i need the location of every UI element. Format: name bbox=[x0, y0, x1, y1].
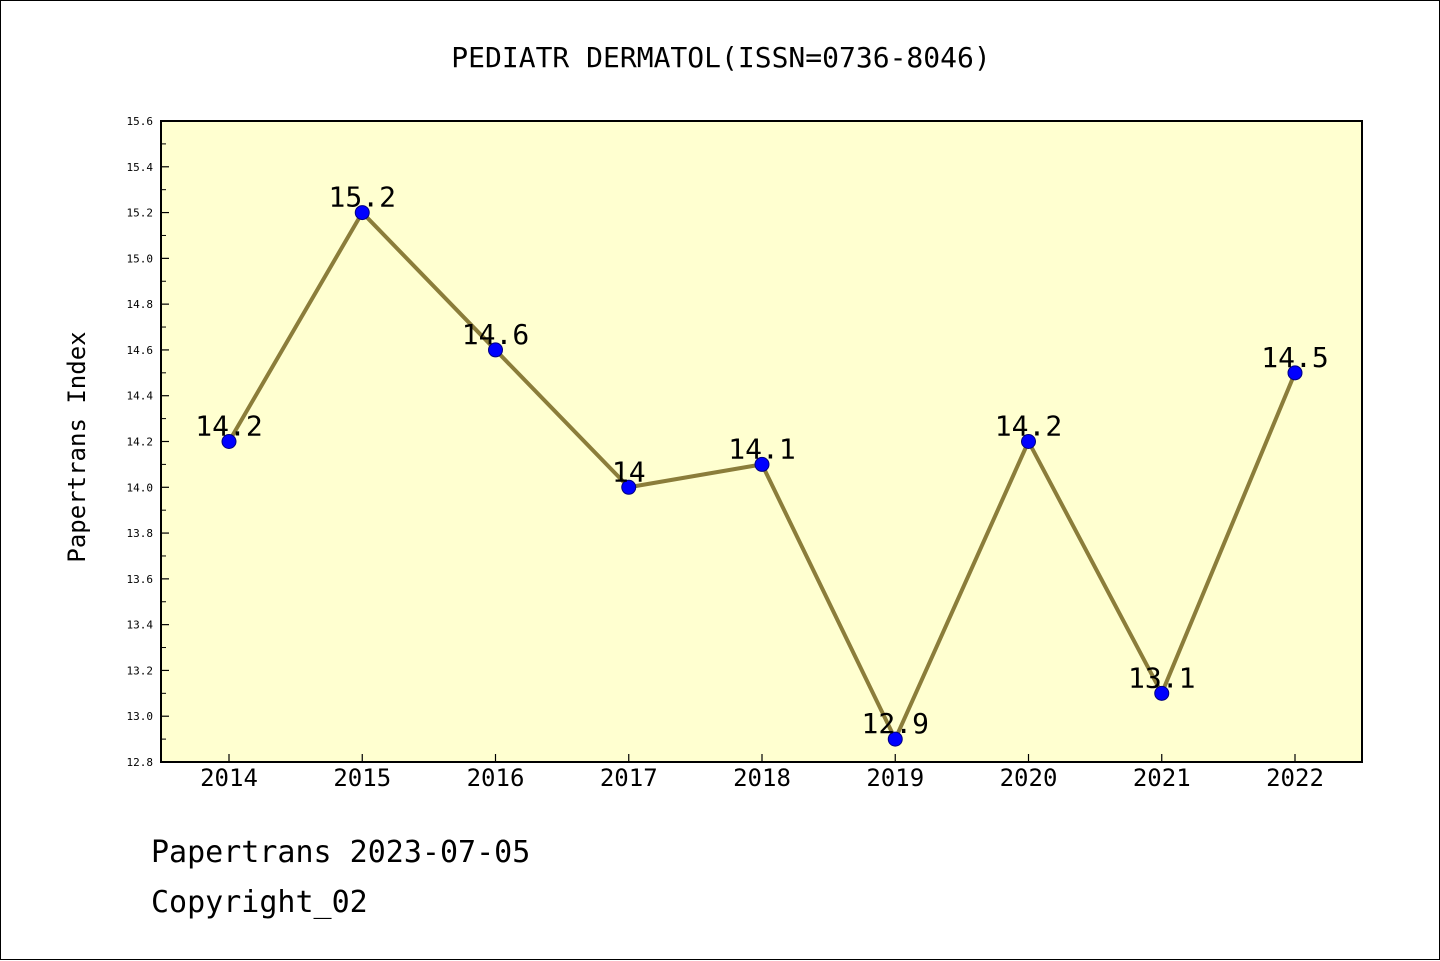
data-label: 14.2 bbox=[195, 410, 262, 443]
data-point bbox=[221, 434, 237, 449]
y-tick-label: 14.8 bbox=[127, 298, 154, 311]
data-label-group: 14.2 15.2 14.6 14 14.1 12.9 14.2 13.1 14.5 bbox=[195, 181, 1328, 741]
data-label: 14.1 bbox=[728, 432, 795, 465]
data-point bbox=[1154, 685, 1170, 701]
y-tick-label: 15.2 bbox=[127, 207, 154, 220]
x-tick-label: 2016 bbox=[467, 764, 525, 792]
footer-date: Papertrans 2023-07-05 bbox=[151, 835, 531, 870]
y-tick-label: 13.2 bbox=[127, 664, 154, 677]
y-tick-label: 13.6 bbox=[127, 573, 154, 586]
x-tick-label: 2020 bbox=[1000, 764, 1058, 792]
y-tick-label: 15.4 bbox=[127, 161, 154, 174]
data-point bbox=[1021, 434, 1036, 449]
data-label: 15.2 bbox=[329, 181, 396, 214]
data-point bbox=[754, 456, 770, 472]
data-label: 14.2 bbox=[995, 410, 1062, 443]
x-axis: 2014 2015 2016 2017 2018 2019 2020 2021 2022 bbox=[200, 754, 1324, 792]
series-line-group bbox=[221, 205, 1303, 747]
y-tick-label: 14.4 bbox=[127, 390, 154, 403]
y-axis-label: Papertrans Index bbox=[63, 331, 91, 562]
y-tick-label: 15.0 bbox=[127, 252, 154, 265]
y-tick-label: 13.0 bbox=[127, 710, 154, 723]
data-label: 14.6 bbox=[462, 318, 529, 351]
data-label: 13.1 bbox=[1128, 661, 1195, 694]
y-axis: 12.8 13.0 13.2 13.4 13.6 13.8 14.0 14.2 14.4 14.6… bbox=[127, 115, 169, 769]
data-point bbox=[621, 479, 637, 495]
data-point bbox=[354, 205, 370, 221]
x-tick-label: 2019 bbox=[866, 764, 924, 792]
y-tick-label: 13.8 bbox=[127, 527, 154, 540]
data-point bbox=[887, 731, 903, 747]
data-point bbox=[1287, 365, 1303, 381]
data-label: 14 bbox=[612, 455, 646, 488]
footer-copyright: Copyright_02 bbox=[151, 885, 368, 920]
y-tick-label: 15.6 bbox=[127, 115, 154, 128]
data-label: 14.5 bbox=[1261, 341, 1328, 374]
x-tick-label: 2018 bbox=[733, 764, 791, 792]
x-tick-label: 2021 bbox=[1133, 764, 1191, 792]
y-tick-label: 14.6 bbox=[127, 344, 154, 357]
plot-area bbox=[160, 120, 1363, 763]
y-tick-label: 14.0 bbox=[127, 481, 154, 494]
data-point bbox=[488, 342, 503, 358]
x-tick-label: 2015 bbox=[333, 764, 391, 792]
data-label: 12.9 bbox=[862, 707, 929, 740]
x-tick-label: 2014 bbox=[200, 764, 258, 792]
x-tick-label: 2017 bbox=[600, 764, 658, 792]
y-tick-label: 14.2 bbox=[127, 436, 154, 449]
y-tick-label: 13.4 bbox=[127, 619, 154, 632]
chart-title: PEDIATR DERMATOL(ISSN=0736-8046) bbox=[451, 41, 990, 74]
y-tick-label: 12.8 bbox=[127, 756, 154, 769]
x-tick-label: 2022 bbox=[1266, 764, 1324, 792]
